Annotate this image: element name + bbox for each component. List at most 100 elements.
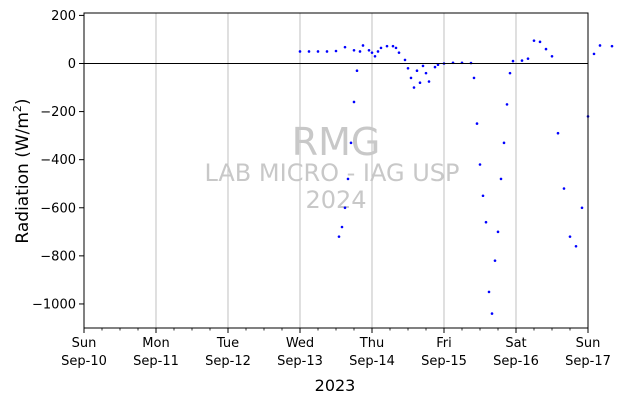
- data-point: [298, 50, 302, 53]
- data-point: [592, 52, 596, 56]
- x-tick-day: Mon: [142, 336, 169, 351]
- x-tick-day: Fri: [436, 336, 452, 351]
- y-tick-label: 0: [68, 57, 76, 72]
- y-axis-ticks: 200 0 −200 −400 −600 −800 −1000: [32, 9, 84, 312]
- data-point: [421, 64, 425, 68]
- data-point: [370, 51, 374, 54]
- data-point: [412, 86, 416, 89]
- x-tick-day: Tue: [216, 336, 239, 351]
- data-point: [487, 290, 491, 294]
- x-tick-day: Sun: [576, 336, 601, 351]
- data-point: [490, 312, 494, 315]
- data-point: [385, 44, 389, 48]
- data-point: [496, 230, 500, 234]
- data-point: [334, 49, 338, 53]
- data-point: [532, 39, 536, 42]
- data-point: [346, 177, 350, 181]
- x-tick-day: Sun: [72, 336, 97, 351]
- data-point: [475, 122, 479, 125]
- data-point: [481, 194, 485, 198]
- data-point: [394, 46, 398, 50]
- y-tick-label: −800: [40, 249, 76, 264]
- data-point: [352, 100, 356, 104]
- data-point: [316, 50, 320, 53]
- data-point: [544, 47, 548, 51]
- y-tick-label: −200: [40, 105, 76, 120]
- data-point: [391, 44, 395, 48]
- data-point: [343, 45, 347, 49]
- data-point: [505, 103, 509, 106]
- data-point: [484, 220, 488, 224]
- data-point: [499, 177, 503, 181]
- data-point: [508, 71, 512, 75]
- data-point: [325, 50, 329, 53]
- y-tick-label: −600: [40, 201, 76, 216]
- x-axis-label: 2023: [315, 376, 356, 395]
- data-point: [418, 81, 422, 85]
- data-point: [355, 69, 359, 73]
- data-point: [478, 163, 482, 166]
- x-tick-date: Sep-13: [277, 354, 323, 369]
- data-point: [352, 48, 356, 52]
- data-point: [574, 244, 578, 248]
- data-point: [349, 141, 353, 145]
- x-axis-ticks: Sun Sep-10 Mon Sep-11 Tue Sep-12 Wed Sep-13 Thu S…: [61, 328, 611, 369]
- data-point: [367, 48, 371, 52]
- data-point: [526, 57, 530, 60]
- x-tick-date: Sep-12: [205, 354, 251, 369]
- data-point: [511, 59, 515, 63]
- x-tick-day: Thu: [359, 336, 384, 351]
- data-point: [436, 63, 440, 66]
- data-point: [568, 235, 572, 238]
- data-point: [340, 225, 344, 229]
- y-axis-label-close: ): [13, 98, 33, 105]
- data-point: [376, 50, 380, 53]
- data-point: [562, 187, 566, 190]
- data-point: [379, 46, 383, 50]
- y-tick-label: −400: [40, 153, 76, 168]
- data-point: [493, 259, 497, 262]
- data-point: [556, 131, 560, 135]
- data-point: [403, 58, 407, 62]
- x-tick-date: Sep-15: [421, 354, 467, 369]
- watermark-line3: 2024: [305, 186, 366, 214]
- data-point: [427, 80, 431, 83]
- data-point: [337, 235, 341, 238]
- data-point: [550, 54, 554, 58]
- x-tick-date: Sep-16: [493, 354, 539, 369]
- data-point: [409, 76, 413, 80]
- data-point: [424, 71, 428, 75]
- x-tick-date: Sep-14: [349, 354, 395, 369]
- data-point: [358, 50, 362, 53]
- data-point: [343, 206, 347, 210]
- x-tick-date: Sep-17: [565, 354, 611, 369]
- data-point: [598, 44, 602, 47]
- data-points: [298, 39, 614, 315]
- watermark-line1: RMG: [292, 120, 381, 164]
- y-tick-label: 200: [51, 9, 76, 24]
- y-axis-label-main: Radiation (W/m: [13, 112, 33, 243]
- data-point: [397, 51, 401, 54]
- data-point: [361, 44, 365, 47]
- x-tick-day: Wed: [286, 336, 314, 351]
- data-point: [502, 141, 506, 145]
- data-point: [520, 59, 524, 62]
- grid-lines: [155, 13, 517, 328]
- data-point: [538, 40, 542, 44]
- y-tick-label: −1000: [32, 297, 76, 312]
- data-point: [580, 206, 584, 210]
- watermark-line2: LAB MICRO - IAG USP: [204, 159, 459, 187]
- data-point: [610, 44, 614, 48]
- data-point: [373, 54, 377, 58]
- data-point: [406, 67, 410, 70]
- x-tick-day: Sat: [505, 336, 526, 351]
- data-point: [472, 76, 476, 80]
- x-tick-date: Sep-11: [133, 354, 179, 369]
- y-axis-label: Radiation (W/m2): [11, 98, 33, 243]
- data-point: [307, 50, 311, 53]
- data-point: [433, 65, 437, 69]
- y-axis-label-superscript: 2: [11, 105, 24, 112]
- watermark: RMG LAB MICRO - IAG USP 2024: [204, 120, 459, 214]
- x-tick-date: Sep-10: [61, 354, 107, 369]
